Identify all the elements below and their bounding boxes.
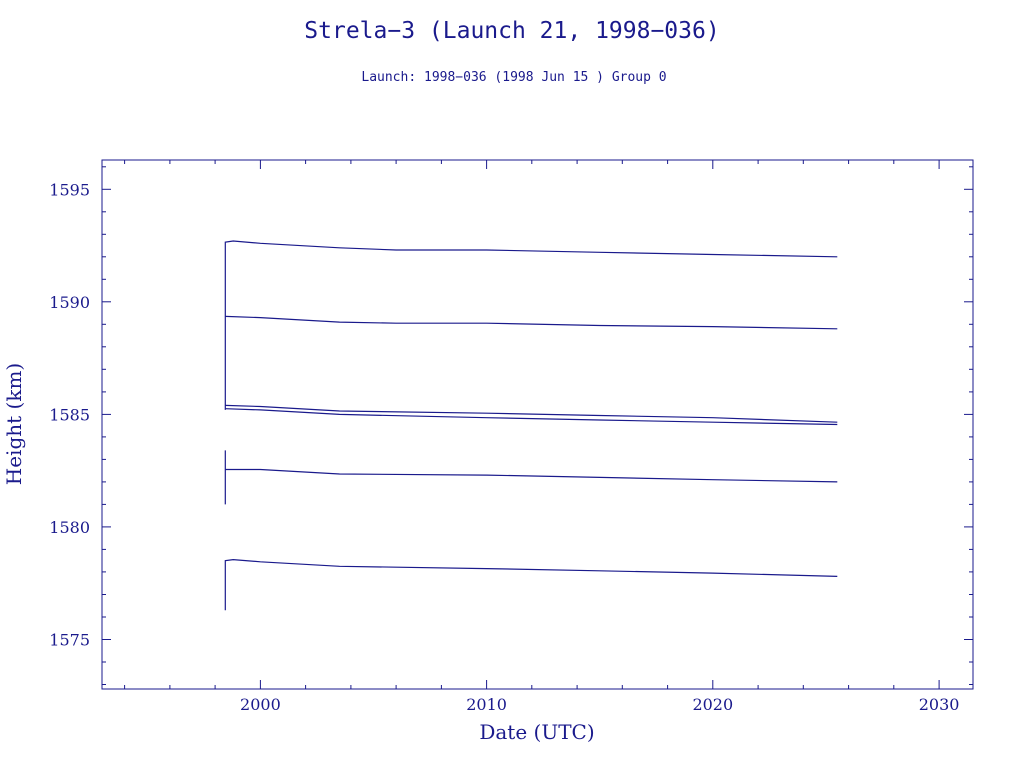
series-group <box>224 240 838 611</box>
plot-frame <box>101 159 974 690</box>
axis-ticks <box>102 160 973 689</box>
series-line-5 <box>224 450 838 505</box>
y-tick-label: 1590 <box>49 293 90 312</box>
x-axis-label: Date (UTC) <box>479 720 594 744</box>
y-tick-label: 1585 <box>49 405 90 424</box>
x-tick-label: 2020 <box>692 695 733 714</box>
y-tick-label: 1575 <box>49 631 90 650</box>
x-tick-label: 2030 <box>919 695 960 714</box>
series-line-1 <box>224 240 838 410</box>
series-line-4 <box>225 408 838 426</box>
x-tick-label: 2010 <box>466 695 507 714</box>
chart-title: Strela−3 (Launch 21, 1998−036) <box>304 18 719 44</box>
series-line-6 <box>224 558 838 611</box>
y-axis-label: Height (km) <box>2 363 26 485</box>
series-line-2 <box>225 315 838 330</box>
y-tick-label: 1595 <box>49 180 90 199</box>
y-tick-label: 1580 <box>49 518 90 537</box>
series-line-3 <box>225 404 838 423</box>
chart-subtitle: Launch: 1998−036 (1998 Jun 15 ) Group 0 <box>361 70 666 85</box>
x-tick-label: 2000 <box>240 695 281 714</box>
tick-labels: 2000 2010 2020 2030 1575 1580 1585 1590 1595 <box>49 180 959 714</box>
